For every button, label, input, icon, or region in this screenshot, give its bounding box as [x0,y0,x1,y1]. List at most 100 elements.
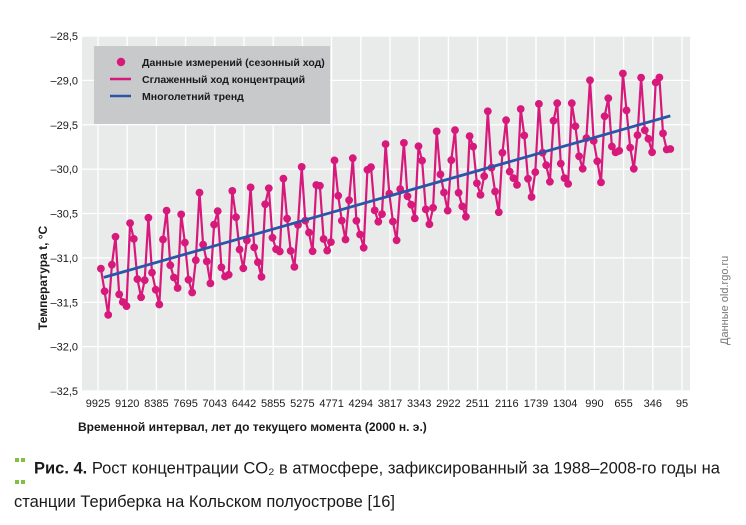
data-point [144,213,153,222]
data-point [239,264,248,273]
data-point [648,148,656,157]
data-point [440,188,448,197]
x-tick-label: 95 [676,398,688,410]
data-point [410,214,419,223]
data-point [126,219,134,228]
data-point [655,73,664,82]
legend-box [94,46,330,124]
data-point [535,100,543,108]
data-point [104,311,113,319]
data-point [389,217,397,226]
caption-label: Рис. 4. [34,459,88,478]
measurement-points-series [97,69,675,319]
data-point [308,247,317,256]
data-point [578,164,587,173]
data-point [527,193,536,201]
x-tick-label: 2922 [436,398,460,410]
data-point [108,260,116,269]
data-point [564,180,572,188]
data-point [480,172,489,181]
data-point [509,174,518,183]
data-point [162,206,171,215]
y-tick-label: –30,5 [50,209,78,221]
data-point [148,268,156,277]
x-tick-label: 9120 [115,398,139,410]
y-tick-label: –29,0 [50,75,78,87]
figure-caption: Рис. 4. Рост концентрации CO₂ в атмосфер… [14,447,734,513]
data-point [341,235,350,244]
data-point [469,142,478,151]
legend-marker-measurements [116,57,126,67]
legend-label-smoothed: Сглаженный ход концентраций [142,74,305,86]
data-point [513,181,521,189]
y-tick-label: –31,0 [50,253,78,265]
x-tick-label: 655 [614,398,632,410]
data-point [159,235,167,244]
data-point [615,146,624,155]
data-point [608,142,616,151]
data-point [224,270,233,279]
data-point [348,154,357,163]
data-point [177,210,186,219]
x-tick-label: 4771 [319,398,343,410]
y-tick-label: –28,5 [50,31,78,43]
data-point [337,216,346,225]
data-point [330,156,339,165]
data-point [334,191,343,200]
data-point [593,157,602,166]
data-point [367,163,375,172]
data-point [199,240,208,249]
data-point [206,279,215,288]
data-point [629,164,638,173]
x-tick-labels: 9925 9120 8385 7695 7043 6442 5855 5275 4771 4294… [86,398,688,410]
x-tick-label: 346 [644,398,662,410]
data-point [166,261,175,270]
data-point [210,220,219,229]
data-point [279,174,288,183]
y-tick-label: –29,5 [50,120,78,132]
data-point [403,192,412,201]
source-note: Данные old.rgo.ru [719,255,731,345]
x-tick-label: 3343 [407,398,431,410]
trend-line [103,114,671,279]
x-tick-label: 1739 [524,398,548,410]
data-point [115,290,124,299]
data-point [494,208,503,217]
data-point [111,232,120,241]
data-point [458,202,467,211]
data-point [286,247,295,255]
data-point [546,177,554,186]
data-point [644,134,653,143]
data-point [184,275,193,284]
co2-chart: –32,5 –32,0 –31,5 –31,0 –30,5 –30,0 –29,5 –29,0… [36,31,690,434]
data-point [407,200,416,209]
y-tick-label: –32,5 [50,386,78,398]
y-axis-title: Температура t, °С [36,225,50,330]
data-point [359,243,368,252]
data-point [451,126,459,134]
data-point [640,126,649,135]
data-point [462,212,470,221]
y-tick-label: –30,0 [50,164,78,176]
data-point [151,285,160,294]
data-point [400,139,408,147]
x-tick-label: 8385 [144,398,168,410]
data-point [491,187,499,196]
data-point [473,179,481,188]
data-point [327,238,335,247]
data-point [498,148,507,157]
data-point [483,107,492,116]
data-point [100,287,109,296]
data-point [228,187,237,195]
data-point [436,170,445,179]
data-point [133,275,142,283]
data-point [560,174,569,183]
data-point [597,178,605,187]
x-tick-label: 990 [585,398,603,410]
data-point [626,143,635,152]
x-tick-label: 5275 [290,398,314,410]
x-tick-label: 6442 [232,398,256,410]
data-point [181,238,189,247]
y-tick-label: –31,5 [50,297,78,309]
data-point [261,200,270,209]
